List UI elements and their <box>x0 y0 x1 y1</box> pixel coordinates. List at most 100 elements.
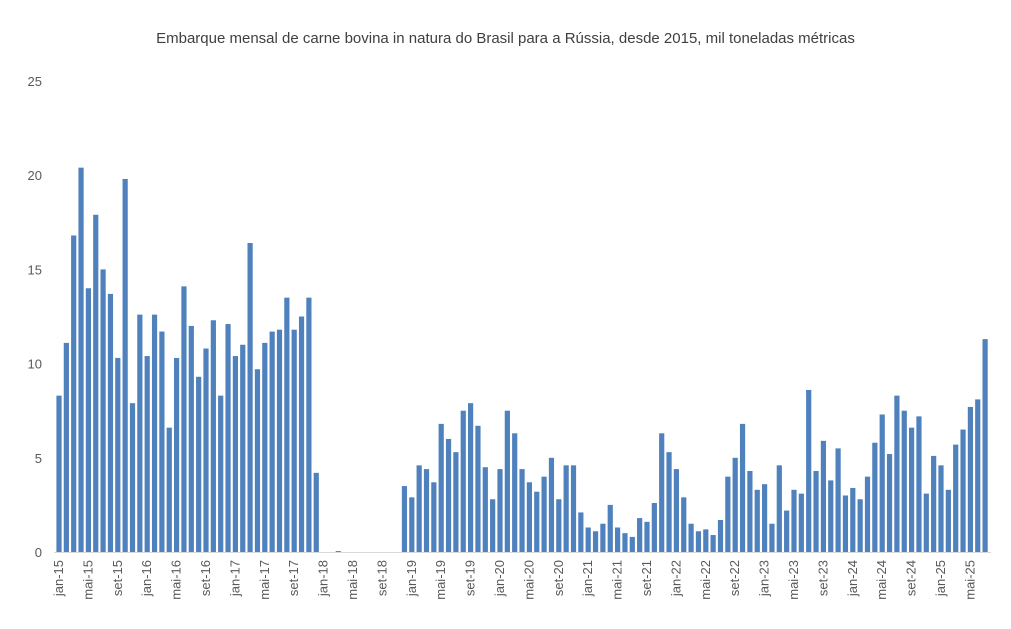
bar-abr-23 <box>784 510 790 552</box>
bar-nov-24 <box>923 493 929 552</box>
bar-mai-21 <box>615 527 621 552</box>
bar-fev-21 <box>592 531 599 552</box>
bar-fev-25 <box>945 489 951 552</box>
bar-out-22 <box>739 423 746 552</box>
bar-ago-17 <box>284 297 290 552</box>
bar-set-19 <box>468 403 474 552</box>
bar-mai-24 <box>879 414 885 552</box>
bar-jun-17 <box>269 331 275 552</box>
bar-jun-23 <box>798 493 804 552</box>
bar-abr-21 <box>607 504 613 552</box>
bar-jun-22 <box>710 535 716 552</box>
bar-mar-19 <box>423 469 430 552</box>
bar-ago-24 <box>901 410 907 552</box>
bar-jul-25 <box>982 339 988 552</box>
bar-out-16 <box>210 320 216 552</box>
x-tick-label: set-19 <box>463 560 478 596</box>
bar-ago-19 <box>460 410 466 552</box>
bar-dez-15 <box>137 314 143 552</box>
bar-jun-24 <box>886 454 893 552</box>
bar-set-20 <box>556 499 562 552</box>
bar-mar-21 <box>600 523 606 552</box>
x-tick-label: jan-18 <box>316 560 331 597</box>
bar-fev-22 <box>681 497 687 552</box>
bar-nov-22 <box>747 470 753 552</box>
bar-jan-22 <box>673 469 679 552</box>
bar-dez-24 <box>931 455 937 552</box>
bar-dez-19 <box>490 499 496 552</box>
x-tick-label: set-21 <box>639 560 654 596</box>
x-tick-label: set-15 <box>110 560 125 596</box>
bar-mai-19 <box>438 423 444 552</box>
x-tick-label: jan-24 <box>845 560 860 597</box>
x-tick-label: jan-25 <box>933 560 948 597</box>
x-tick-label: set-20 <box>551 560 566 596</box>
bar-fev-19 <box>416 465 422 552</box>
x-tick-label: jan-17 <box>227 560 242 597</box>
bar-mai-25 <box>967 406 973 552</box>
x-tick-label: mai-24 <box>874 560 889 600</box>
bar-abr-16 <box>166 427 172 552</box>
bar-mai-23 <box>791 489 797 552</box>
bar-mar-20 <box>512 433 518 552</box>
bar-jan-16 <box>144 356 150 552</box>
bar-jul-22 <box>717 519 724 552</box>
bar-out-24 <box>916 416 922 552</box>
bar-abr-15 <box>78 167 84 552</box>
bar-abr-22 <box>695 531 702 552</box>
bar-mai-15 <box>85 288 91 552</box>
bar-dez-17 <box>313 472 319 552</box>
y-tick-label: 5 <box>35 451 42 466</box>
y-tick-label: 10 <box>28 357 42 372</box>
bar-fev-24 <box>857 499 863 552</box>
bar-abr-24 <box>872 442 878 552</box>
bar-nov-23 <box>835 448 841 552</box>
x-tick-label: jan-22 <box>668 560 683 597</box>
bar-set-17 <box>291 329 297 552</box>
x-tick-label: mai-19 <box>433 560 448 600</box>
bar-fev-17 <box>240 344 246 552</box>
bar-jun-19 <box>445 438 452 552</box>
bar-dez-23 <box>842 495 849 552</box>
bar-set-23 <box>820 440 826 552</box>
y-tick-label: 20 <box>28 168 42 183</box>
x-tick-label: set-18 <box>374 560 389 596</box>
bar-abr-20 <box>519 469 525 552</box>
x-tick-label: mai-16 <box>169 560 184 600</box>
bar-dez-21 <box>666 452 672 552</box>
bar-fev-20 <box>504 410 510 552</box>
x-tick-label: jan-15 <box>51 560 66 597</box>
bar-mar-22 <box>688 523 694 552</box>
x-tick-label: mai-23 <box>786 560 801 600</box>
x-tick-label: set-22 <box>727 560 742 596</box>
bar-mar-16 <box>159 331 165 552</box>
bar-abr-17 <box>254 369 261 552</box>
bar-out-15 <box>122 178 128 552</box>
bar-ago-22 <box>725 476 731 552</box>
bar-out-21 <box>651 503 657 552</box>
bar-mar-18 <box>335 551 341 552</box>
bar-dez-18 <box>401 486 408 552</box>
chart-title: Embarque mensal de carne bovina in natur… <box>156 30 855 47</box>
x-tick-label: set-24 <box>904 560 919 596</box>
bar-fev-23 <box>769 523 775 552</box>
y-tick-label: 25 <box>28 74 42 89</box>
bar-nov-16 <box>218 395 224 552</box>
bar-ago-23 <box>813 470 819 552</box>
x-tick-label: mai-25 <box>962 560 977 600</box>
bar-jun-16 <box>181 286 187 552</box>
bar-out-17 <box>298 316 305 552</box>
bar-jul-23 <box>806 389 812 552</box>
bar-nov-21 <box>659 433 665 552</box>
bar-out-20 <box>563 465 569 552</box>
bar-jan-21 <box>585 527 591 552</box>
bar-jan-25 <box>938 465 944 552</box>
bar-nov-15 <box>129 403 136 552</box>
y-tick-label: 0 <box>35 545 42 560</box>
bar-mai-16 <box>174 357 180 552</box>
bar-jan-20 <box>497 469 503 552</box>
x-tick-label: jan-16 <box>139 560 154 597</box>
bar-jul-17 <box>276 329 283 552</box>
bar-mar-23 <box>776 465 782 552</box>
